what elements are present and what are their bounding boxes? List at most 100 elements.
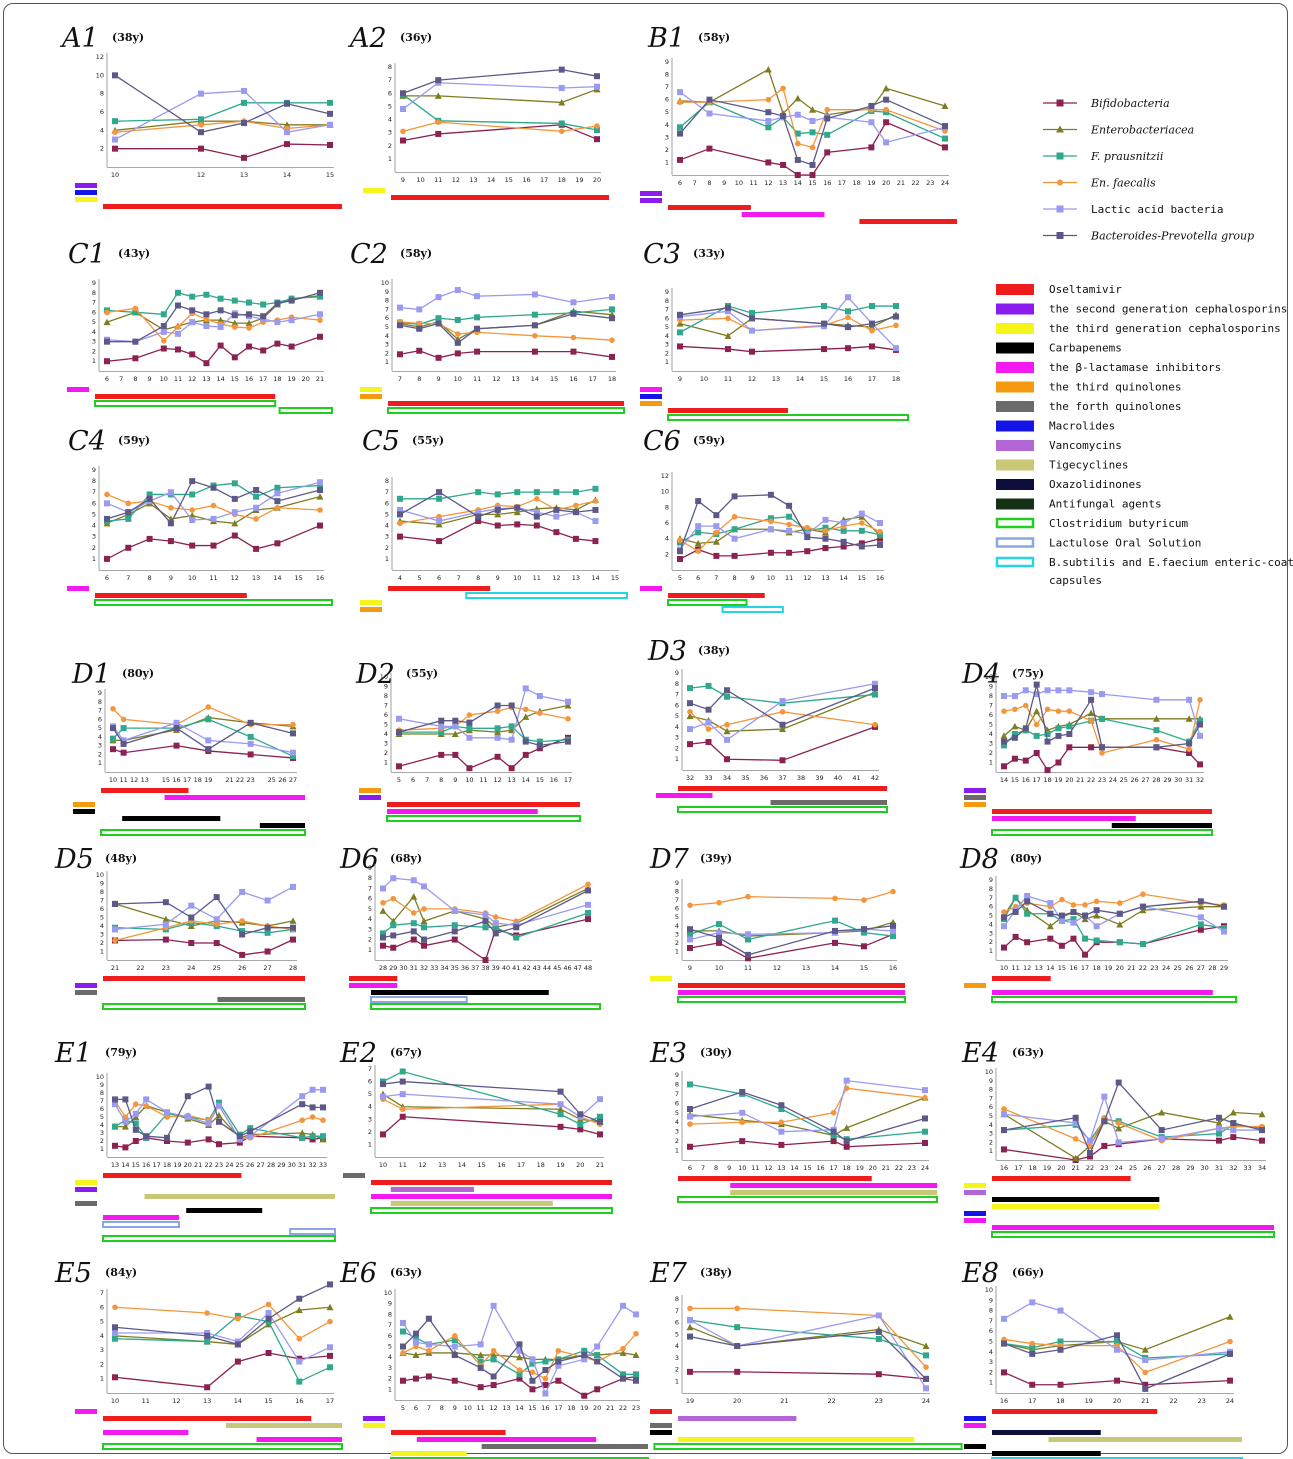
- data-point: [1221, 928, 1227, 935]
- data-point: [529, 1360, 536, 1367]
- data-point: [1024, 898, 1031, 905]
- data-point: [189, 507, 195, 513]
- data-point: [713, 512, 720, 519]
- treatment-bar-carbapenems: [73, 809, 95, 814]
- data-point: [868, 119, 875, 126]
- data-point: [494, 708, 501, 714]
- series-line-enterobacteriacea: [1003, 709, 1200, 737]
- data-point: [858, 543, 865, 550]
- legend-swatch-carbapenems: [996, 342, 1034, 354]
- treatment-bar-b-subtilis-and-e-faecium-enteric-coated: [465, 592, 628, 599]
- data-point: [843, 1124, 851, 1131]
- y-tick-label: 9: [100, 1081, 104, 1089]
- data-point: [1093, 923, 1100, 930]
- treatment-bar-lactulose-oral-solution: [289, 1228, 337, 1235]
- data-point: [731, 513, 738, 520]
- treatment-bar-the-second-generation-cephalosporins: [75, 983, 97, 988]
- data-point: [162, 899, 169, 906]
- data-point: [609, 353, 615, 360]
- data-point: [780, 85, 786, 92]
- x-tick-label: 15: [132, 1161, 140, 1169]
- data-point: [320, 1117, 326, 1123]
- x-tick-label: 26: [1131, 776, 1139, 784]
- data-point: [687, 902, 693, 909]
- x-tick-label: 32: [1229, 1164, 1237, 1172]
- x-tick-label: 14: [515, 1404, 523, 1412]
- data-point: [809, 172, 816, 178]
- panel-title: D4: [961, 659, 1001, 690]
- y-tick-label: 8: [989, 1086, 993, 1094]
- data-point: [265, 1350, 272, 1356]
- data-point: [585, 881, 591, 888]
- x-tick-label: 4: [398, 574, 402, 582]
- data-point: [436, 513, 442, 520]
- data-point: [210, 542, 217, 549]
- data-point: [768, 518, 774, 525]
- data-point: [132, 1110, 139, 1117]
- legend-swatch-vancomycins: [996, 440, 1034, 451]
- y-tick-label: 2: [92, 347, 96, 355]
- panel-age: (48y): [105, 852, 137, 865]
- data-point: [299, 1117, 306, 1123]
- panel-title: E3: [649, 1038, 687, 1069]
- panel-age: (66y): [1012, 1266, 1044, 1279]
- data-point: [840, 520, 847, 526]
- x-tick-label: 14: [796, 375, 804, 383]
- x-tick-label: 20: [576, 1161, 584, 1169]
- panel-age: (33y): [693, 247, 725, 260]
- data-point: [112, 72, 118, 79]
- treatment-bar-the-lactamase-inhibitors: [256, 1437, 342, 1442]
- x-tick-label: 11: [119, 776, 127, 784]
- data-point: [452, 717, 459, 724]
- legend-marker: [1056, 152, 1064, 160]
- data-point: [779, 709, 786, 715]
- data-point: [112, 136, 118, 143]
- data-point: [189, 478, 196, 485]
- data-point: [1197, 732, 1203, 739]
- x-tick-label: 5: [397, 776, 401, 784]
- data-point: [522, 706, 529, 713]
- data-point: [399, 1078, 406, 1085]
- y-tick-label: 2: [665, 349, 669, 357]
- x-tick-label: 27: [1158, 1164, 1166, 1172]
- x-tick-label: 13: [779, 179, 787, 187]
- data-point: [205, 716, 212, 723]
- data-point: [425, 1315, 432, 1322]
- x-tick-label: 28: [1172, 1164, 1180, 1172]
- treatment-bar-oseltamivir: [668, 593, 765, 598]
- y-tick-label: 1: [388, 1385, 392, 1393]
- y-tick-label: 4: [100, 126, 104, 134]
- data-point: [274, 340, 281, 347]
- series-line-bacteroides-prevotella-group: [689, 1331, 927, 1380]
- data-point: [477, 1351, 485, 1359]
- y-tick-label: 4: [665, 332, 669, 340]
- data-point: [592, 498, 599, 504]
- data-point: [1088, 696, 1095, 703]
- data-point: [632, 1351, 640, 1359]
- data-point: [739, 1138, 746, 1145]
- treatment-bar-the-third-quinolones: [964, 983, 986, 988]
- treatment-bar-the-lactamase-inhibitors: [992, 1225, 1274, 1230]
- y-tick-label: 1: [385, 358, 389, 366]
- data-point: [1001, 1106, 1007, 1112]
- series-line-bifidobacteria: [114, 1352, 331, 1388]
- data-point: [1001, 708, 1007, 714]
- x-tick-label: 12: [1023, 964, 1031, 972]
- data-point: [739, 1089, 746, 1095]
- x-tick-label: 15: [295, 574, 303, 582]
- series-line-bacteroides-prevotella-group: [382, 1080, 601, 1123]
- panel-title: D2: [355, 659, 395, 690]
- data-point: [309, 1086, 316, 1093]
- series-line-f-prausnitzii: [402, 94, 598, 131]
- data-point: [1058, 912, 1065, 919]
- data-point: [676, 320, 684, 327]
- data-point: [327, 142, 333, 148]
- treatment-bar-clostridium-butyricum: [667, 599, 748, 606]
- x-tick-label: 12: [197, 171, 205, 179]
- y-tick-label: 7: [989, 1094, 993, 1102]
- data-point: [253, 493, 260, 500]
- treatment-bar-the-forth-quinolones: [770, 800, 887, 805]
- data-point: [581, 1392, 588, 1399]
